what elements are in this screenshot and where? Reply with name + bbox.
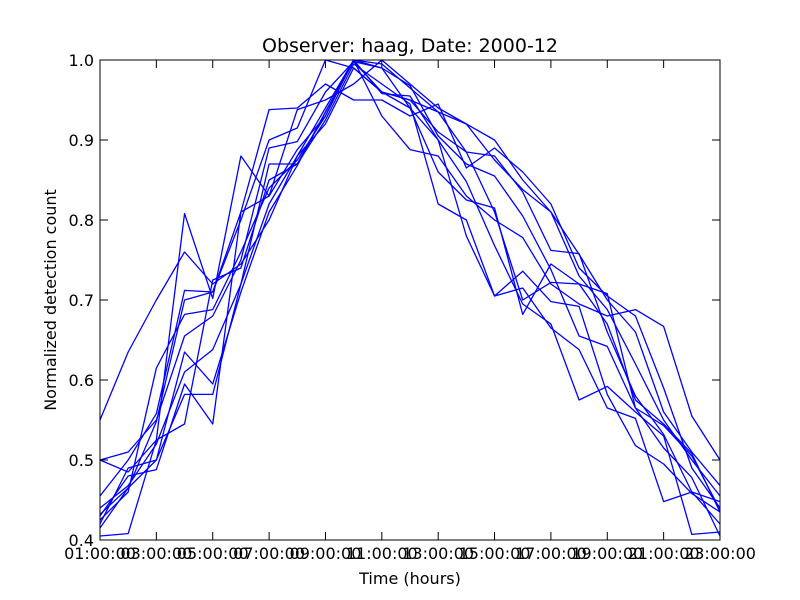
x-axis-label: Time (hours) <box>358 569 461 588</box>
plot-frame <box>99 59 721 541</box>
series-line-3 <box>99 83 721 509</box>
series-line-10 <box>99 67 721 536</box>
y-tick-label-5: 0.9 <box>69 131 94 150</box>
y-tick-label-6: 1.0 <box>69 51 94 70</box>
x-tick-label-0: 01:00:00 <box>64 544 136 563</box>
x-tick-label-10: 21:00:00 <box>628 544 700 563</box>
x-tick-label-3: 07:00:00 <box>233 544 305 563</box>
x-tick-label-9: 19:00:00 <box>571 544 643 563</box>
x-tick-label-11: 23:00:00 <box>684 544 756 563</box>
series-line-9 <box>99 59 721 517</box>
y-axis-label: Normalized detection count <box>41 189 60 411</box>
x-tick-label-4: 09:00:00 <box>290 544 362 563</box>
y-tick-label-4: 0.8 <box>69 211 94 230</box>
series-line-8 <box>99 63 721 537</box>
series-line-1 <box>99 59 721 461</box>
series-line-2 <box>99 59 721 487</box>
y-tick-label-2: 0.6 <box>69 371 94 390</box>
x-tick-label-7: 15:00:00 <box>459 544 531 563</box>
series-line-4 <box>99 59 721 515</box>
plot-area: 0.4 0.5 0.6 0.7 0.8 0.9 1.0 01:00:0003:00:0005:… <box>64 51 756 563</box>
series-line-5 <box>99 60 721 503</box>
y-tick-label-3: 0.7 <box>69 291 94 310</box>
x-tick-label-1: 03:00:00 <box>120 544 192 563</box>
x-tick-label-8: 17:00:00 <box>515 544 587 563</box>
series-line-7 <box>99 59 721 510</box>
y-tick-label-1: 0.5 <box>69 451 94 470</box>
x-tick-label-2: 05:00:00 <box>177 544 249 563</box>
x-tick-label-6: 13:00:00 <box>402 544 474 563</box>
series-line-6 <box>99 59 721 521</box>
chart-title: Observer: haag, Date: 2000-12 <box>262 35 558 57</box>
y-tick-label-0: 0.4 <box>69 531 94 550</box>
series-line-11 <box>99 60 721 537</box>
x-tick-label-5: 11:00:00 <box>346 544 418 563</box>
